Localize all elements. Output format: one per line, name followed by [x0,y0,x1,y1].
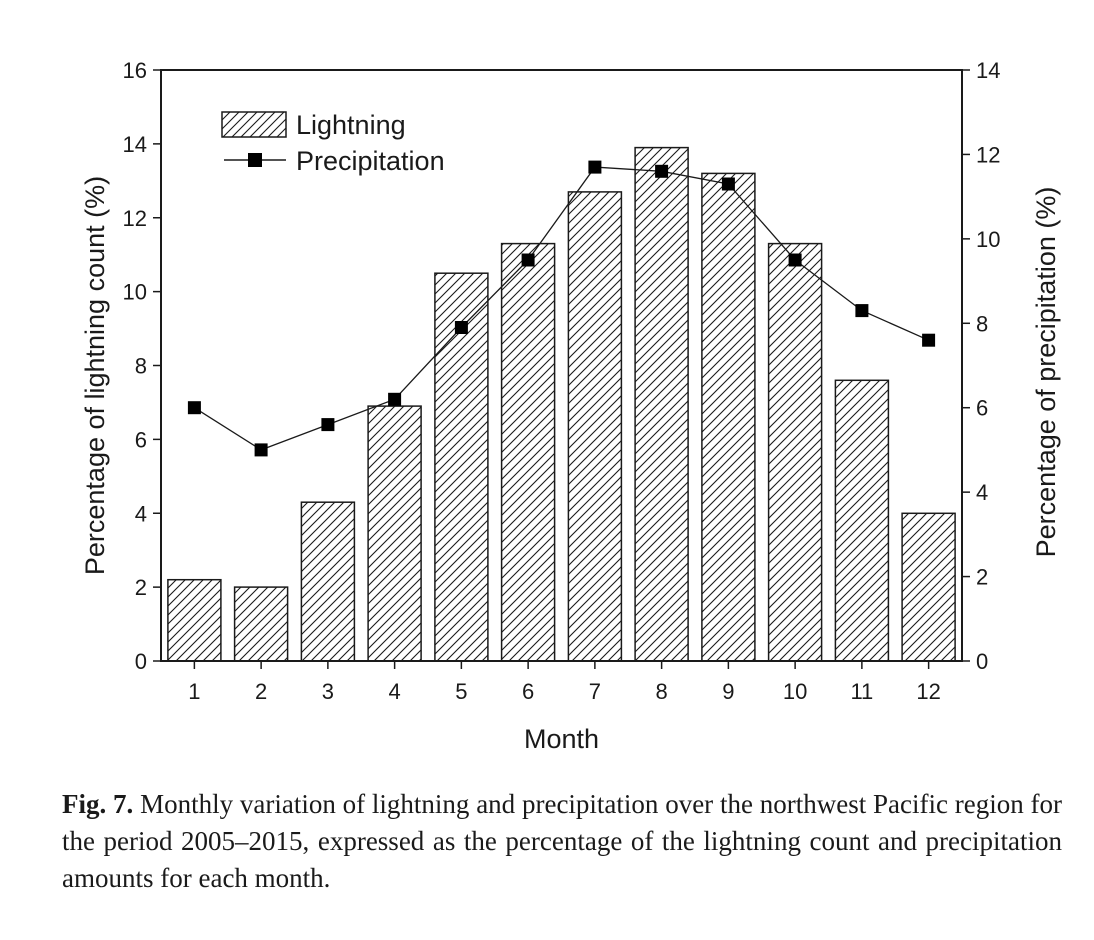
x-tick-label: 9 [722,679,734,704]
right-y-tick-label: 6 [976,396,988,421]
caption-text: Monthly variation of lightning and preci… [62,789,1062,893]
x-tick-label: 11 [850,679,873,704]
left-y-tick-label: 2 [135,575,147,600]
right-y-axis-title: Percentage of precipitation (%) [1031,187,1061,558]
precipitation-point-9 [721,177,735,191]
precipitation-line [194,166,929,451]
x-axis-title: Month [524,724,599,754]
left-y-tick-label: 0 [135,649,147,674]
precipitation-point-6 [521,253,535,267]
bars-group [167,146,956,662]
x-tick-label: 5 [455,679,467,704]
legend-precipitation-label: Precipitation [296,146,445,176]
precipitation-point-10 [788,253,802,267]
left-y-tick-label: 4 [135,501,147,526]
left-y-tick-label: 16 [123,58,147,83]
left-y-axis-title: Percentage of lightning count (%) [80,176,110,575]
lightning-bar-4 [367,405,422,662]
right-y-tick-label: 8 [976,311,988,336]
precipitation-point-12 [922,333,936,347]
right-y-tick-label: 2 [976,565,988,590]
x-tick-label: 2 [255,679,267,704]
lightning-bar-9 [701,172,756,662]
right-y-tick-label: 0 [976,649,988,674]
left-y-tick-label: 10 [123,280,147,305]
left-y-tick-label: 6 [135,427,147,452]
right-y-tick-label: 4 [976,480,988,505]
right-y-tick-label: 12 [976,142,1000,167]
precipitation-point-1 [187,401,201,415]
x-tick-label: 3 [322,679,334,704]
left-y-tick-label: 14 [123,132,147,157]
precipitation-point-4 [388,392,402,406]
lightning-bar-5 [434,272,489,662]
x-tick-label: 8 [656,679,668,704]
precipitation-point-2 [254,443,268,457]
lightning-bar-6 [500,242,556,662]
legend-precipitation-marker [248,153,262,167]
x-tick-label: 10 [783,679,807,704]
caption-label: Fig. 7. [62,789,134,819]
figure-caption: Fig. 7. Monthly variation of lightning a… [62,786,1062,897]
legend-lightning-swatch [221,111,287,138]
lightning-bar-1 [167,578,222,662]
lightning-bar-10 [767,242,823,662]
lightning-bar-2 [233,586,289,662]
legend-lightning-label: Lightning [296,110,406,140]
precipitation-point-8 [655,164,669,178]
left-y-tick-label: 8 [135,354,147,379]
x-tick-label: 4 [389,679,401,704]
x-tick-label: 6 [522,679,534,704]
left-y-tick-label: 12 [123,206,147,231]
lightning-bar-11 [834,379,890,662]
precipitation-point-7 [588,160,602,174]
right-y-tick-label: 14 [976,58,1000,83]
lightning-bar-3 [300,501,356,662]
x-tick-label: 12 [916,679,940,704]
lightning-bar-12 [901,512,956,662]
x-tick-label: 7 [589,679,601,704]
lightning-bar-7 [567,191,623,662]
right-y-tick-label: 10 [976,227,1000,252]
precipitation-line-group [187,160,936,457]
precipitation-point-11 [855,304,869,318]
lightning-bar-8 [634,146,689,662]
precipitation-point-5 [454,321,468,334]
precipitation-point-3 [321,418,335,432]
legend: Lightning Precipitation [221,110,445,176]
x-tick-label: 1 [188,679,200,704]
